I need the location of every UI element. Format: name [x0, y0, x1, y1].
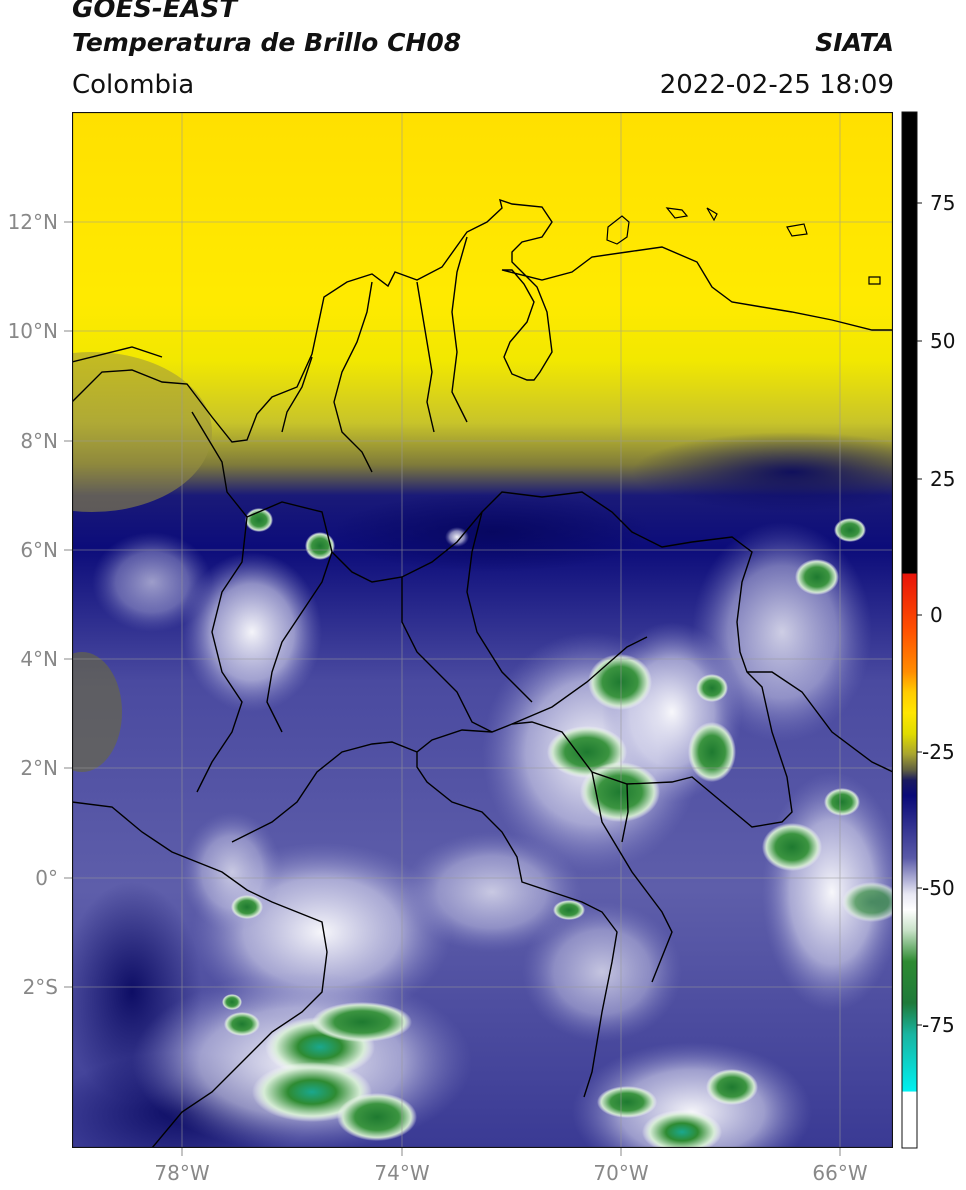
lat-label: 12°N: [8, 210, 58, 234]
lat-label: 8°N: [20, 429, 58, 453]
lat-label: 0°: [35, 866, 58, 890]
colorbar-tick: -25: [922, 740, 955, 764]
lat-ticks: 12°N 10°N 8°N 6°N 4°N 2°N 0° 2°S: [8, 210, 72, 999]
product-title: Temperatura de Brillo CH08: [72, 28, 462, 57]
caribbean-islands: [606, 207, 881, 285]
lon-label: 66°W: [812, 1161, 867, 1185]
lat-label: 10°N: [8, 319, 58, 343]
lat-label: 2°N: [20, 756, 58, 780]
timestamp-label: 2022-02-25 18:09: [659, 70, 894, 100]
colorbar: [901, 111, 918, 1149]
lat-label: 4°N: [20, 647, 58, 671]
coastlines-borders: [72, 198, 893, 1148]
colorbar-tick: 75: [930, 191, 955, 215]
colorbar-tick: 0: [930, 603, 943, 627]
organization-label: SIATA: [815, 28, 894, 57]
colorbar-tick: 50: [930, 329, 955, 353]
convective-cores: [222, 508, 893, 1148]
colorbar-tick: -50: [922, 876, 955, 900]
lon-label: 70°W: [593, 1161, 648, 1185]
lat-label: 6°N: [20, 538, 58, 562]
colorbar-tick: -75: [922, 1013, 955, 1037]
lon-ticks: 78°W 74°W 70°W 66°W: [154, 1148, 868, 1185]
lon-label: 74°W: [374, 1161, 429, 1185]
graticule: [72, 112, 893, 1148]
satellite-map: [72, 112, 893, 1148]
region-label: Colombia: [72, 70, 195, 100]
lon-label: 78°W: [154, 1161, 209, 1185]
lat-label: 2°S: [23, 975, 58, 999]
satellite-title: GOES-EAST: [72, 0, 238, 24]
colorbar-tick: 25: [930, 467, 955, 491]
